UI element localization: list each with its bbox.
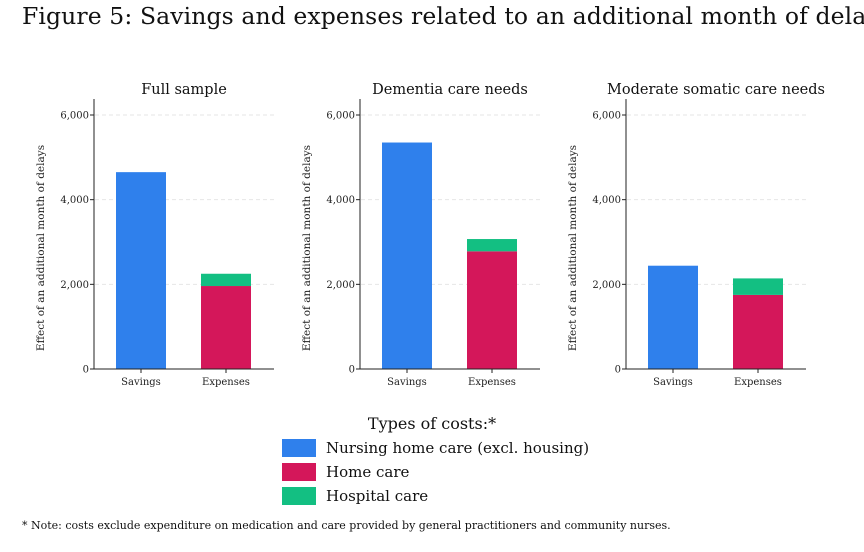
bar-hospital-care-expenses (733, 278, 783, 295)
legend-label-hospital-care: Hospital care (326, 487, 429, 505)
y-tick-label: 0 (349, 365, 355, 376)
bar-nursing-home-savings (382, 142, 432, 369)
y-tick-label: 2,000 (60, 280, 89, 291)
y-tick-label: 4,000 (60, 195, 89, 206)
legend-item-hospital-care: Hospital care (282, 486, 428, 506)
bar-home-care-expenses (467, 251, 517, 369)
legend-label-nursing-home: Nursing home care (excl. housing) (326, 439, 590, 457)
x-tick-label: Expenses (202, 377, 250, 388)
x-tick-label: Savings (653, 377, 693, 388)
legend-swatch-nursing-home (282, 439, 316, 457)
x-tick-label: Savings (121, 377, 161, 388)
y-tick-label: 6,000 (326, 111, 355, 122)
bar-home-care-expenses (733, 294, 783, 369)
figure-title: Figure 5: Savings and expenses related t… (22, 2, 864, 30)
y-tick-label: 6,000 (60, 111, 89, 122)
footnote: * Note: costs exclude expenditure on med… (22, 519, 671, 532)
bar-hospital-care-expenses (201, 273, 251, 287)
panel-title: Dementia care needs (372, 82, 528, 98)
y-tick-label: 4,000 (326, 195, 355, 206)
bar-hospital-care-expenses (467, 239, 517, 252)
panel-title: Full sample (141, 82, 227, 98)
panel-title: Moderate somatic care needs (607, 82, 825, 98)
y-axis-title: Effect of an additional month of delays (301, 145, 313, 351)
x-tick-label: Savings (387, 377, 427, 388)
legend-swatch-home-care (282, 463, 316, 481)
y-tick-label: 2,000 (592, 280, 621, 291)
y-tick-label: 2,000 (326, 280, 355, 291)
charts-area: Savings Expenses 0 2,000 4,000 6,000 Effect of… (35, 82, 825, 388)
legend-swatch-hospital-care (282, 487, 316, 505)
bar-home-care-expenses (201, 286, 251, 369)
legend-item-home-care: Home care (282, 462, 409, 482)
y-tick-label: 6,000 (592, 111, 621, 122)
y-tick-label: 0 (615, 365, 621, 376)
legend-label-home-care: Home care (326, 463, 410, 481)
y-tick-label: 4,000 (592, 195, 621, 206)
bar-nursing-home-savings (116, 172, 166, 369)
x-tick-label: Expenses (734, 377, 782, 388)
y-axis-title: Effect of an additional month of delays (35, 145, 47, 351)
x-tick-label: Expenses (468, 377, 516, 388)
bar-nursing-home-savings (648, 265, 698, 369)
legend-title: Types of costs:* (367, 414, 497, 433)
y-tick-label: 0 (83, 365, 89, 376)
legend-item-nursing-home: Nursing home care (excl. housing) (282, 438, 589, 458)
y-axis-title: Effect of an additional month of delays (567, 145, 579, 351)
